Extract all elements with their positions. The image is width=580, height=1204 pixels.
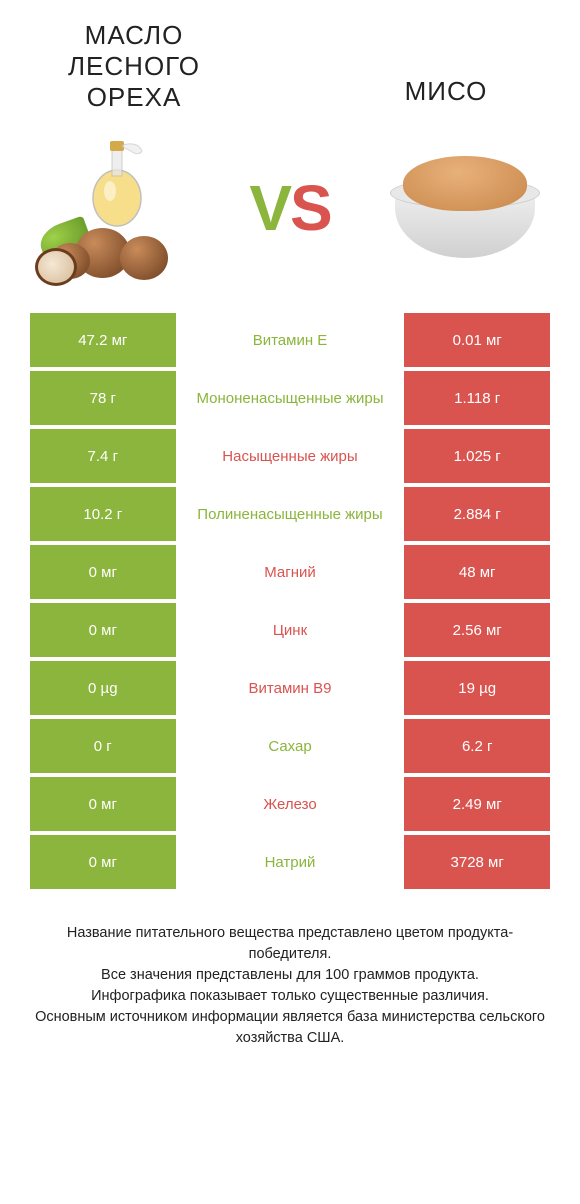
footer-line: Название питательного вещества представл… (30, 923, 550, 965)
table-row: 0 гСахар6.2 г (30, 719, 550, 773)
table-row: 7.4 гНасыщенные жиры1.025 г (30, 429, 550, 483)
right-value-cell: 1.025 г (404, 429, 550, 483)
nutrient-label: Сахар (176, 719, 405, 773)
footer-line: Все значения представлены для 100 граммо… (30, 965, 550, 986)
footer-notes: Название питательного вещества представл… (0, 893, 580, 1059)
nutrient-label: Насыщенные жиры (176, 429, 405, 483)
right-product-image (380, 123, 550, 293)
left-value-cell: 7.4 г (30, 429, 176, 483)
table-row: 0 мгНатрий3728 мг (30, 835, 550, 889)
table-row: 10.2 гПолиненасыщенные жиры2.884 г (30, 487, 550, 541)
right-value-cell: 6.2 г (404, 719, 550, 773)
right-value-cell: 0.01 мг (404, 313, 550, 367)
right-value-cell: 2.49 мг (404, 777, 550, 831)
comparison-table: 47.2 мгВитамин E0.01 мг78 гМононенасыщен… (0, 313, 580, 889)
nutrient-label: Натрий (176, 835, 405, 889)
left-value-cell: 0 г (30, 719, 176, 773)
left-value-cell: 78 г (30, 371, 176, 425)
miso-bowl-icon (385, 138, 545, 278)
nutrient-label: Железо (176, 777, 405, 831)
nutrient-label: Полиненасыщенные жиры (176, 487, 405, 541)
left-value-cell: 0 мг (30, 603, 176, 657)
left-product-image (30, 123, 200, 293)
hazelnut-open-icon (35, 248, 77, 286)
left-value-cell: 0 мг (30, 835, 176, 889)
left-value-cell: 47.2 мг (30, 313, 176, 367)
images-row: VS (0, 123, 580, 313)
vs-v: V (249, 172, 290, 244)
nutrient-label: Магний (176, 545, 405, 599)
right-value-cell: 19 µg (404, 661, 550, 715)
table-row: 0 мгЦинк2.56 мг (30, 603, 550, 657)
table-row: 0 мгЖелезо2.49 мг (30, 777, 550, 831)
footer-line: Основным источником информации является … (30, 1007, 550, 1049)
left-value-cell: 0 мг (30, 545, 176, 599)
footer-line: Инфографика показывает только существенн… (30, 986, 550, 1007)
hazelnut-oil-icon (35, 128, 195, 288)
oil-bottle-icon (90, 133, 145, 228)
vs-s: S (290, 172, 331, 244)
table-row: 0 µgВитамин B919 µg (30, 661, 550, 715)
nutrient-label: Мононенасыщенные жиры (176, 371, 405, 425)
right-value-cell: 1.118 г (404, 371, 550, 425)
right-value-cell: 48 мг (404, 545, 550, 599)
vs-label: VS (249, 171, 330, 245)
right-value-cell: 3728 мг (404, 835, 550, 889)
table-row: 78 гМононенасыщенные жиры1.118 г (30, 371, 550, 425)
left-value-cell: 0 µg (30, 661, 176, 715)
hazelnut-icon (120, 236, 168, 280)
miso-paste-icon (403, 156, 527, 211)
nutrient-label: Цинк (176, 603, 405, 657)
left-value-cell: 10.2 г (30, 487, 176, 541)
right-value-cell: 2.56 мг (404, 603, 550, 657)
right-value-cell: 2.884 г (404, 487, 550, 541)
table-row: 47.2 мгВитамин E0.01 мг (30, 313, 550, 367)
table-row: 0 мгМагний48 мг (30, 545, 550, 599)
left-product-title: МАСЛО ЛЕСНОГО ОРЕХА (30, 20, 238, 113)
header: МАСЛО ЛЕСНОГО ОРЕХА МИСО (0, 0, 580, 123)
nutrient-label: Витамин E (176, 313, 405, 367)
nutrient-label: Витамин B9 (176, 661, 405, 715)
right-product-title: МИСО (342, 76, 550, 107)
left-value-cell: 0 мг (30, 777, 176, 831)
